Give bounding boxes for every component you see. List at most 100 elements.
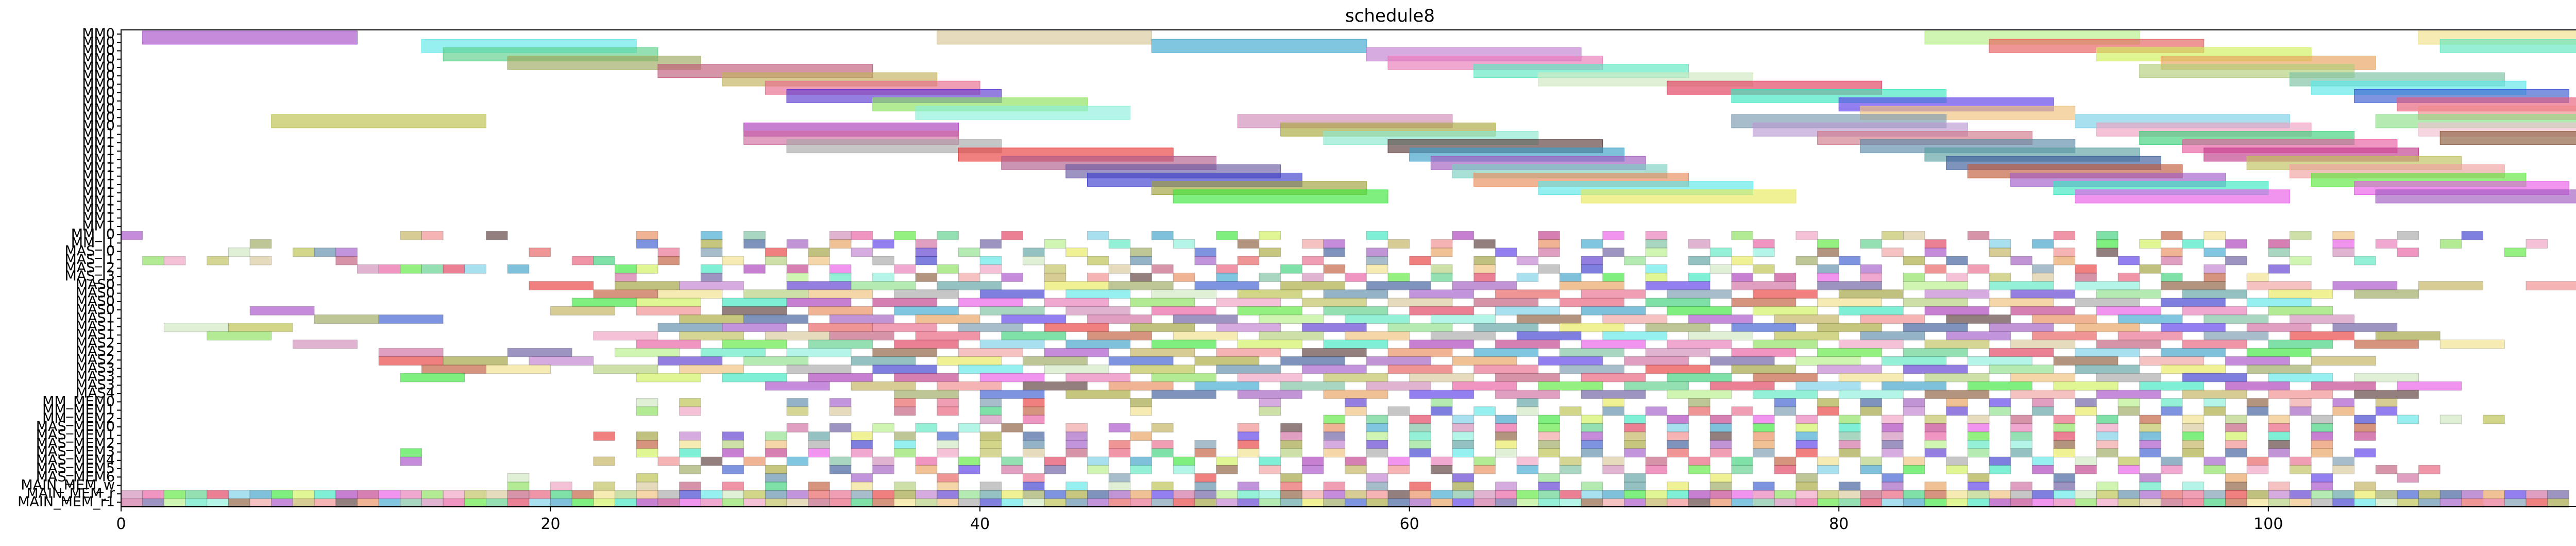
task-block — [1323, 339, 1388, 349]
task-block — [2397, 230, 2419, 240]
task-block — [1795, 230, 1818, 240]
task-block — [786, 406, 809, 416]
task-block — [2117, 490, 2140, 500]
task-block — [1516, 272, 1539, 282]
task-block — [464, 490, 487, 500]
task-block — [1001, 490, 1023, 500]
task-block — [2311, 440, 2333, 450]
task-block — [2225, 482, 2247, 491]
task-block — [1817, 406, 1839, 416]
task-block — [2139, 415, 2161, 424]
task-block — [1151, 339, 1217, 349]
task-block — [679, 331, 744, 341]
task-block — [1753, 482, 1775, 491]
task-block — [679, 431, 701, 441]
task-block — [1860, 239, 1883, 249]
task-block — [979, 482, 1002, 491]
task-block — [2225, 356, 2290, 366]
task-block — [1259, 398, 1281, 408]
task-block — [1495, 482, 1517, 491]
task-block — [1731, 490, 1754, 500]
task-block — [657, 356, 723, 366]
task-block — [1473, 256, 1496, 266]
task-block — [2182, 373, 2247, 383]
y-tick-label: MM1 — [82, 159, 115, 175]
task-block — [1237, 256, 1260, 266]
task-block — [2010, 289, 2076, 299]
task-block — [2268, 440, 2290, 450]
task-block — [2160, 465, 2183, 474]
task-block — [700, 239, 723, 249]
task-block — [1237, 306, 1302, 316]
task-block — [1731, 256, 1754, 266]
task-block — [1301, 323, 1367, 333]
task-block — [1001, 230, 1023, 240]
x-tick-label: 60 — [1400, 515, 1419, 533]
task-block — [657, 289, 723, 299]
task-bar — [2075, 189, 2290, 204]
task-block — [1924, 339, 1990, 349]
task-block — [679, 281, 744, 291]
task-block — [636, 440, 658, 450]
task-block — [1130, 431, 1153, 441]
task-block — [937, 440, 959, 450]
task-block — [1323, 482, 1346, 491]
task-block — [1130, 456, 1153, 466]
task-block — [2225, 448, 2247, 458]
task-block — [1602, 272, 1624, 282]
y-tick-label: MM0 — [82, 109, 115, 125]
task-bar — [2439, 39, 2576, 53]
task-block — [378, 356, 444, 366]
task-block — [1409, 339, 1475, 349]
y-tick-label: MM1 — [82, 202, 115, 218]
task-block — [851, 490, 873, 500]
task-block — [1817, 465, 1839, 474]
task-bar — [142, 30, 358, 45]
task-block — [1817, 239, 1839, 249]
task-block — [636, 239, 658, 249]
task-block — [979, 306, 1045, 316]
task-block — [1538, 423, 1560, 433]
task-block — [1581, 339, 1646, 349]
task-block — [1882, 356, 1947, 366]
y-tick-label: MM1 — [82, 168, 115, 184]
task-block — [2311, 356, 2376, 366]
task-block — [1280, 381, 1346, 391]
task-block — [1623, 356, 1689, 366]
y-tick-label: MAS1 — [76, 318, 115, 334]
task-block — [1903, 456, 1925, 466]
task-block — [1430, 406, 1453, 416]
task-block — [593, 456, 616, 466]
task-block — [657, 456, 680, 466]
task-block — [2031, 398, 2054, 408]
task-block — [2268, 498, 2290, 508]
task-block — [786, 490, 809, 500]
task-block — [1516, 331, 1582, 341]
task-block — [1087, 456, 1109, 466]
task-block — [765, 431, 787, 441]
task-block — [163, 256, 186, 266]
task-block — [1044, 456, 1066, 466]
task-block — [2010, 423, 2032, 433]
task-block — [743, 239, 766, 249]
task-block — [1259, 456, 1281, 466]
task-block — [486, 230, 508, 240]
task-block — [400, 448, 422, 458]
task-block — [1473, 297, 1539, 307]
task-block — [2053, 415, 2076, 424]
task-block — [1151, 490, 1174, 500]
task-block — [249, 490, 272, 500]
task-block — [636, 306, 701, 316]
task-block — [1688, 406, 1710, 416]
task-block — [958, 465, 980, 474]
task-block — [1946, 272, 1968, 282]
task-block — [1838, 373, 1904, 383]
y-tick-label: MM1 — [82, 151, 115, 167]
task-block — [1301, 239, 1324, 249]
task-block — [1473, 348, 1539, 357]
task-block — [2075, 398, 2097, 408]
task-block — [872, 256, 894, 266]
task-block — [2204, 331, 2269, 341]
task-block — [1495, 423, 1517, 433]
